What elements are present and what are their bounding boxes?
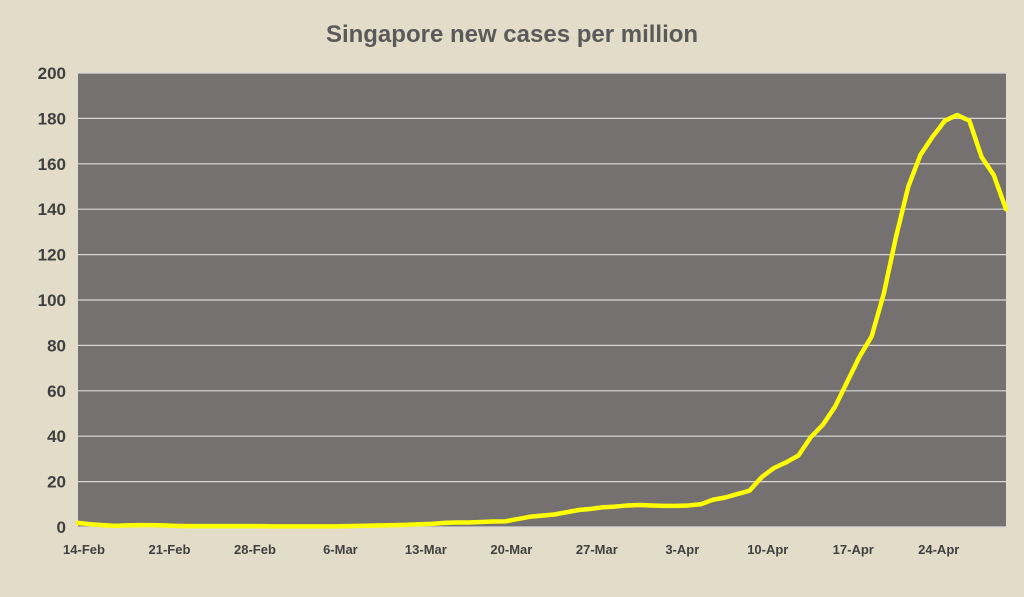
x-tick-label: 28-Feb	[234, 542, 276, 557]
x-tick-label: 14-Feb	[63, 542, 105, 557]
series-layer	[75, 112, 1009, 529]
x-tick-label: 13-Mar	[405, 542, 447, 557]
y-tick-label: 140	[38, 200, 66, 219]
x-tick-label: 21-Feb	[149, 542, 191, 557]
y-tick-label: 200	[38, 64, 66, 83]
y-tick-label: 80	[47, 336, 66, 355]
x-tick-label: 24-Apr	[918, 542, 959, 557]
x-tick-label: 10-Apr	[747, 542, 788, 557]
series-line	[75, 112, 1009, 529]
y-tick-label: 120	[38, 246, 66, 265]
y-tick-label: 100	[38, 291, 66, 310]
y-tick-label: 60	[47, 382, 66, 401]
x-tick-label: 17-Apr	[833, 542, 874, 557]
chart-title: Singapore new cases per million	[326, 21, 698, 48]
x-tick-label: 6-Mar	[323, 542, 358, 557]
y-tick-label: 40	[47, 427, 66, 446]
y-tick-label: 20	[47, 473, 66, 492]
y-tick-label: 180	[38, 109, 66, 128]
y-axis-ticks: 0 20 40 60 80 100 120 140 160 180 200	[38, 64, 66, 537]
x-axis-ticks: 14-Feb 21-Feb 28-Feb 6-Mar 13-Mar 20-Mar 27-Ma…	[63, 542, 959, 557]
x-tick-label: 3-Apr	[665, 542, 699, 557]
gridlines	[78, 72, 1006, 528]
y-tick-label: 160	[38, 155, 66, 174]
x-tick-label: 27-Mar	[576, 542, 618, 557]
x-tick-label: 20-Mar	[490, 542, 532, 557]
y-tick-label: 0	[57, 518, 66, 537]
